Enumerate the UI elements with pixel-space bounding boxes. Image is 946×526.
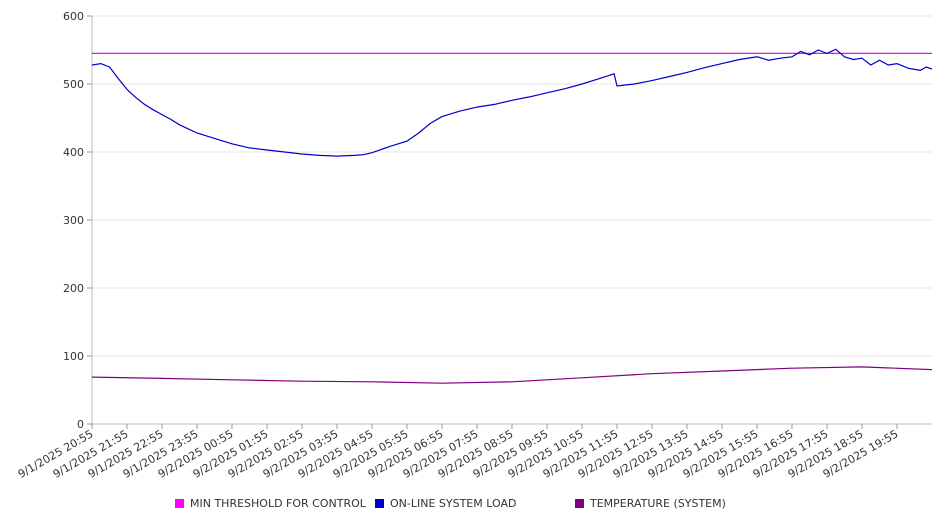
legend-swatch-temperature [575,499,584,508]
legend-label-temperature: TEMPERATURE (SYSTEM) [590,497,726,510]
gridlines [92,15,932,357]
series-system-load [92,48,932,157]
y-tick-label-300: 300 [63,214,84,227]
legend-swatch-system-load [375,499,384,508]
series-line-system-load [92,48,932,157]
series-line-temperature [92,366,932,384]
legend-item-temperature: TEMPERATURE (SYSTEM) [575,497,726,510]
y-tick-label-200: 200 [63,282,84,295]
legend-swatch-min-threshold [175,499,184,508]
x-axis-ticks: 9/1/2025 20:559/1/2025 21:559/1/2025 22:… [16,424,901,481]
y-tick-label-600: 600 [63,10,84,23]
legend-item-min-threshold: MIN THRESHOLD FOR CONTROL [175,497,366,510]
y-axis-ticks: 0 100 200 300 400 500 600 [63,10,92,431]
legend-label-min-threshold: MIN THRESHOLD FOR CONTROL [190,497,366,510]
legend: MIN THRESHOLD FOR CONTROL ON-LINE SYSTEM… [0,497,946,515]
y-tick-label-500: 500 [63,78,84,91]
series-lines [92,48,932,384]
legend-label-system-load: ON-LINE SYSTEM LOAD [390,497,517,510]
y-tick-label-0: 0 [77,418,84,431]
legend-item-system-load: ON-LINE SYSTEM LOAD [375,497,516,510]
y-tick-label-100: 100 [63,350,84,363]
series-temperature [92,366,932,384]
y-tick-label-400: 400 [63,146,84,159]
